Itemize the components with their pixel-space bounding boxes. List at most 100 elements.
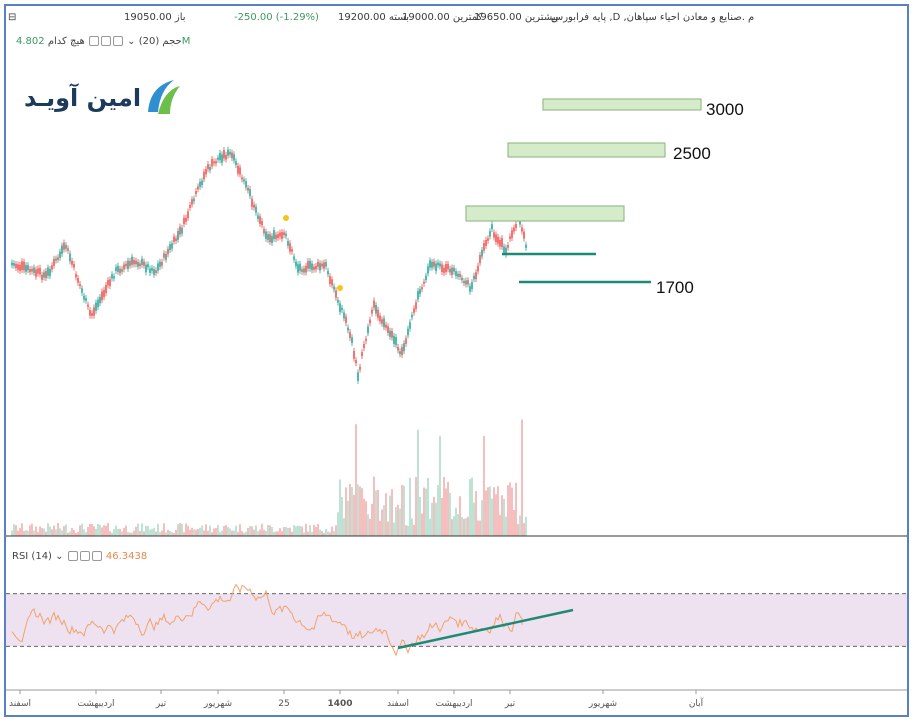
candle-body bbox=[337, 300, 339, 303]
volume-bar bbox=[79, 525, 81, 536]
candle-body bbox=[203, 171, 205, 180]
volume-bar bbox=[297, 525, 299, 536]
candle-body bbox=[57, 257, 59, 260]
volume-bar bbox=[205, 524, 207, 536]
candle-body bbox=[391, 330, 393, 338]
volume-bar bbox=[517, 524, 519, 536]
candle-body bbox=[475, 272, 477, 280]
candle-body bbox=[445, 263, 447, 272]
candle-body bbox=[241, 177, 243, 180]
candle-body bbox=[461, 277, 463, 281]
candle-body bbox=[185, 217, 187, 222]
candle-body bbox=[231, 152, 233, 159]
chevron-down-icon[interactable]: ⌄ bbox=[127, 36, 136, 47]
candle-body bbox=[357, 372, 359, 381]
zone-label: 2500 bbox=[673, 144, 711, 163]
volume-bar bbox=[339, 479, 341, 536]
volume-bar bbox=[341, 497, 343, 536]
volume-bar bbox=[49, 526, 51, 536]
volume-bar bbox=[215, 528, 217, 536]
volume-bar bbox=[361, 488, 363, 536]
volume-bar bbox=[415, 477, 417, 536]
volume-bar bbox=[137, 523, 139, 536]
volume-bar bbox=[105, 525, 107, 536]
volume-bar bbox=[257, 531, 259, 536]
settings-icon[interactable] bbox=[100, 36, 111, 46]
volume-bar bbox=[139, 530, 141, 536]
candle-body bbox=[453, 267, 455, 272]
candle-body bbox=[227, 149, 229, 156]
rsi-trendline bbox=[397, 608, 574, 650]
volume-bar bbox=[371, 503, 373, 536]
eye-icon[interactable] bbox=[67, 551, 78, 561]
candle-body bbox=[423, 281, 425, 284]
volume-bar bbox=[165, 532, 167, 536]
rsi-value: 46.3438 bbox=[105, 551, 148, 562]
volume-bar bbox=[179, 523, 181, 536]
candle-body bbox=[309, 261, 311, 269]
candle-body bbox=[247, 187, 249, 191]
volume-bar bbox=[177, 524, 179, 536]
chevron-down-icon[interactable]: ⌄ bbox=[55, 551, 64, 562]
volume-bar bbox=[125, 525, 127, 536]
volume-bar bbox=[475, 491, 477, 536]
volume-bar bbox=[211, 532, 213, 536]
volume-bar bbox=[161, 530, 163, 536]
settings-icon[interactable] bbox=[79, 551, 90, 561]
close-icon[interactable] bbox=[88, 36, 99, 46]
volume-bar bbox=[97, 523, 99, 536]
volume-bar bbox=[311, 532, 313, 536]
candle-body bbox=[405, 338, 407, 344]
eye-icon[interactable] bbox=[112, 36, 123, 46]
volume-bar bbox=[279, 528, 281, 536]
candle-body bbox=[317, 261, 319, 267]
volume-bar bbox=[185, 523, 187, 536]
volume-label[interactable]: حجم (20) bbox=[138, 36, 182, 47]
volume-bar bbox=[357, 484, 359, 536]
candle-body bbox=[385, 324, 387, 328]
candle-body bbox=[425, 275, 427, 281]
volume-bar bbox=[247, 528, 249, 536]
candle-body bbox=[63, 242, 65, 250]
candle-body bbox=[175, 238, 177, 242]
candle-body bbox=[415, 302, 417, 309]
candle-body bbox=[363, 344, 365, 349]
volume-bar bbox=[305, 523, 307, 536]
candle-body bbox=[459, 273, 461, 278]
volume-bar bbox=[323, 532, 325, 536]
rsi-band bbox=[6, 593, 907, 647]
volume-bar bbox=[95, 528, 97, 536]
candle-body bbox=[303, 268, 305, 273]
volume-bar bbox=[259, 529, 261, 536]
chart-canvas[interactable]: 3000 2500 1700 اسفند اردیبهشت تیر شهریور 25 140… bbox=[6, 6, 909, 717]
candle-body bbox=[495, 234, 497, 242]
symbol-title[interactable]: پایه فرابورس ,D ,م .صنایع و معادن احیاء … bbox=[551, 12, 755, 23]
candle-body bbox=[289, 243, 291, 252]
ohlc-high: بیشترین 19650.00 bbox=[474, 12, 559, 23]
candle-body bbox=[275, 234, 277, 240]
candle-body bbox=[141, 258, 143, 265]
candle-body bbox=[187, 211, 189, 219]
volume-bar bbox=[347, 500, 349, 536]
candle-body bbox=[463, 281, 465, 284]
candle-body bbox=[205, 169, 207, 175]
candle-body bbox=[195, 190, 197, 195]
volume-bar bbox=[45, 531, 47, 536]
candle-body bbox=[217, 157, 219, 160]
volume-bar bbox=[493, 487, 495, 536]
candle-body bbox=[55, 258, 57, 261]
candle-body bbox=[147, 264, 149, 268]
candle-body bbox=[197, 186, 199, 190]
axis-tick-label: اردیبهشت bbox=[77, 699, 114, 709]
volume-bar bbox=[83, 529, 85, 536]
candle-body bbox=[51, 265, 53, 270]
close-icon[interactable] bbox=[91, 551, 102, 561]
candle-body bbox=[441, 264, 443, 272]
candle-body bbox=[433, 261, 435, 267]
candle-body bbox=[311, 263, 313, 271]
volume-bar bbox=[239, 524, 241, 536]
rsi-label[interactable]: RSI (14) bbox=[12, 551, 52, 562]
collapse-icon[interactable]: ⊟ bbox=[8, 12, 17, 23]
candle-body bbox=[33, 267, 35, 273]
candle-body bbox=[449, 268, 451, 273]
